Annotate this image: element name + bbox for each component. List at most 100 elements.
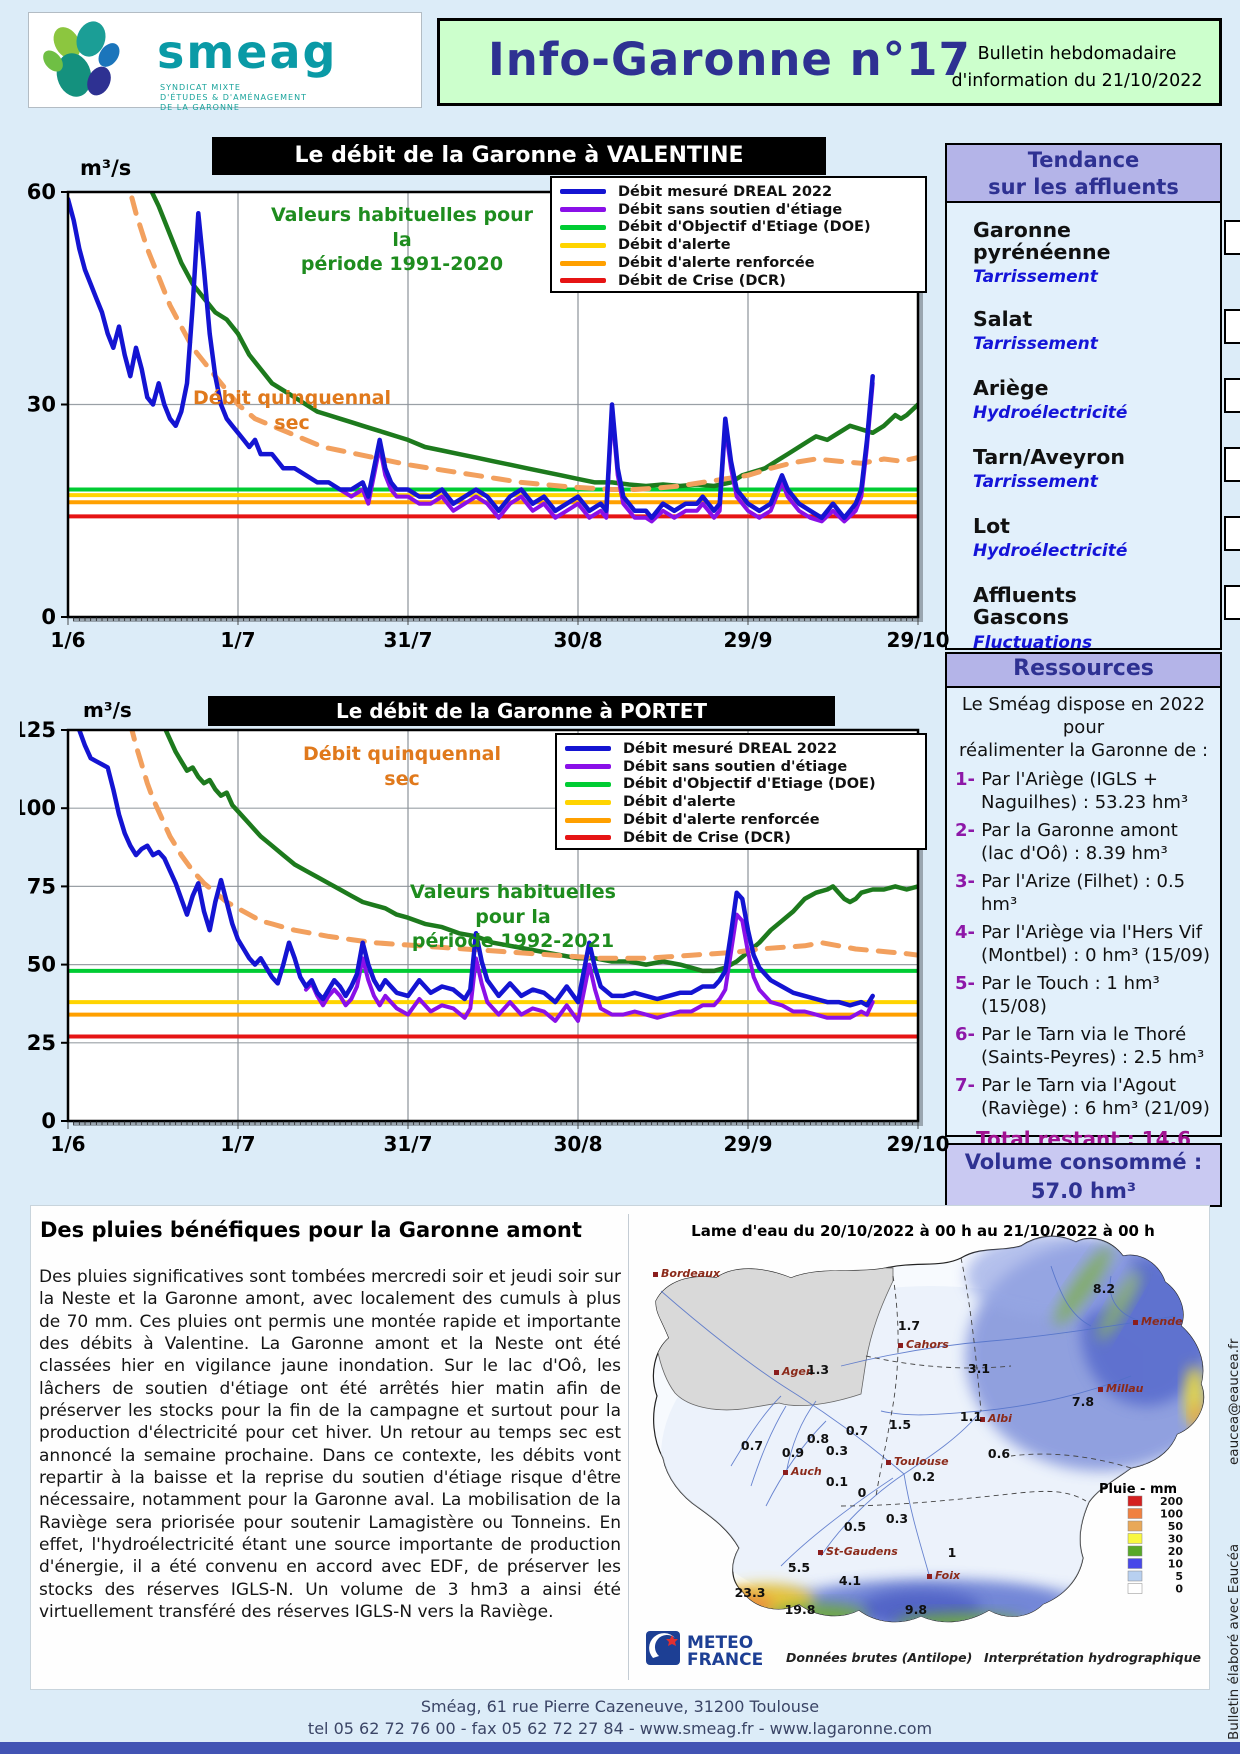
rain-value-label: 0: [858, 1485, 867, 1500]
ressource-item: 1- Par l'Ariège (IGLS + Naguilhes) : 53.…: [955, 768, 1212, 814]
legend-swatch: [565, 746, 611, 752]
legend-item: Débit mesuré DREAL 2022: [565, 740, 925, 758]
ressource-item: 2- Par la Garonne amont (lac d'Oô) : 8.3…: [955, 819, 1212, 865]
x-tick-label: 1/6: [50, 628, 85, 652]
rain-value-label: 0.3: [886, 1511, 908, 1526]
meteo-france-logo: METEO FRANCE: [646, 1631, 763, 1670]
tributary-status: Tarrissement: [973, 267, 1098, 288]
legend-item: Débit sans soutien d'étiage: [565, 758, 925, 776]
subbasin-borders: [840, 1257, 1132, 1507]
legend-item: Débit d'Objectif d'Etiage (DOE): [560, 219, 925, 237]
trend-arrow-button[interactable]: ➔: [1224, 447, 1240, 483]
ressource-item: 4- Par l'Ariège via l'Hers Vif (Montbel)…: [955, 921, 1212, 967]
annotation-line: Valeurs habituelles pour la: [410, 881, 616, 928]
rain-scale-title: Pluie - mm: [1099, 1482, 1177, 1497]
legend-label: Débit sans soutien d'étiage: [623, 758, 848, 775]
city-marker: [927, 1574, 932, 1579]
rain-scale-value: 100: [1160, 1508, 1183, 1521]
tendance-item: Ariège ➔ Hydroélectricité: [973, 377, 1240, 425]
ressources-intro-line1: Le Sméag dispose en 2022 pour: [961, 694, 1206, 738]
legend-swatch: [560, 224, 606, 230]
trend-arrow-button[interactable]: ➔: [1224, 516, 1240, 552]
portet-habitual-annotation: Valeurs habituelles pour la période 1992…: [388, 880, 638, 954]
legend-swatch: [565, 817, 611, 823]
city-label: St-Gaudens: [826, 1545, 898, 1558]
rain-value-label: 1.5: [889, 1417, 911, 1432]
annotation-line: Débit quinquennal: [192, 387, 392, 409]
legend-swatch: [565, 835, 611, 841]
rain-scale-swatch: [1127, 1508, 1143, 1519]
city-marker: [980, 1417, 985, 1422]
map-credit-right: Interprétation hydrographique: [984, 1650, 1201, 1665]
series-habituel: [149, 192, 918, 489]
rain-scale-swatch: [1127, 1520, 1143, 1532]
rain-value-label: 23.3: [735, 1585, 766, 1600]
city-marker: [898, 1343, 903, 1348]
legend-swatch: [565, 781, 611, 787]
trend-arrow-button[interactable]: ➔: [1224, 220, 1240, 255]
y-tick-label: 60: [27, 180, 56, 204]
legend-item: Débit d'alerte: [560, 236, 925, 254]
footer-contacts: tel 05 62 72 76 00 - fax 05 62 72 27 84 …: [307, 1719, 933, 1738]
map-credit-left: Données brutes (Antilope): [786, 1650, 972, 1665]
tributary-status: Hydroélectricité: [973, 403, 1128, 424]
city-label: Cahors: [906, 1338, 949, 1351]
trend-arrow-button[interactable]: ➔: [1224, 585, 1240, 621]
city-marker: [1098, 1387, 1103, 1392]
valentine-habitual-annotation: Valeurs habituelles pour la période 1991…: [262, 203, 542, 277]
trend-arrow-button[interactable]: ➔: [1224, 378, 1240, 414]
legend-label: Débit d'Objectif d'Etiage (DOE): [618, 219, 871, 236]
legend-item: Débit sans soutien d'étiage: [560, 201, 925, 219]
ressource-item: 7- Par le Tarn via l'Agout (Raviège) : 6…: [955, 1074, 1212, 1120]
map-labels: Bordeaux Cahors Agen Auch Toulouse Albi St-Gau…: [653, 1267, 1183, 1617]
tendance-items: Garonne pyrénéenne➔TarrissementSalat➔Tar…: [947, 203, 1240, 653]
brand-caption-line: SYNDICAT MIXTE: [160, 83, 241, 92]
tributary-status: Fluctuations: [973, 632, 1093, 653]
legend-item: Débit d'Objectif d'Etiage (DOE): [565, 776, 925, 794]
ressource-number: 4-: [955, 921, 982, 943]
x-tick-label: 29/10: [887, 1132, 950, 1156]
rain-value-label: 9.8: [905, 1602, 927, 1617]
bulletin-title: Info-Garonne n°17: [488, 33, 971, 86]
city-label: Bordeaux: [661, 1267, 721, 1280]
rain-value-label: 0.5: [844, 1519, 866, 1534]
rain-value-label: 0.7: [741, 1438, 763, 1453]
ressource-text: Par le Tarn via le Thoré (Saints-Peyres)…: [981, 1023, 1205, 1068]
smeag-logo: smeag SYNDICAT MIXTE D'ÉTUDES & D'AMÉNAG…: [28, 12, 422, 112]
ressources-list: 1- Par l'Ariège (IGLS + Naguilhes) : 53.…: [955, 768, 1212, 1120]
city-label: Albi: [987, 1412, 1012, 1425]
tendance-item: Garonne pyrénéenne ➔ Tarrissement: [973, 219, 1240, 288]
eaucea-email-vertical: eaucea@eaucea.fr: [1226, 1338, 1240, 1465]
rain-scale-value: 30: [1168, 1533, 1184, 1546]
city-label: Auch: [790, 1465, 822, 1478]
volume-value: 57.0 hm³: [1030, 1178, 1137, 1203]
legend-label: Débit de Crise (DCR): [618, 272, 786, 289]
x-tick-label: 29/9: [723, 628, 772, 652]
y-tick-label: 0: [41, 605, 56, 629]
valentine-flow-chart: 0 30 60 1/6 1/7 31/7 30/8 29/9 29/10: [27, 180, 950, 652]
tributary-status: Hydroélectricité: [973, 541, 1128, 562]
tendance-title-line1: Tendance: [1027, 148, 1140, 172]
tendance-item: Salat ➔ Tarrissement: [973, 308, 1240, 356]
ressource-text: Par l'Arize (Filhet) : 0.5 hm³: [981, 870, 1186, 915]
legend-swatch: [560, 242, 606, 248]
valentine-y-unit: m³/s: [80, 156, 132, 180]
tributary-name: Tarn/Aveyron: [973, 445, 1125, 470]
rain-value-label: 0.1: [826, 1474, 848, 1489]
x-tick-label: 31/7: [383, 1132, 432, 1156]
legend-label: Débit d'alerte: [618, 237, 731, 254]
footer: Sméag, 61 rue Pierre Cazeneuve, 31200 To…: [0, 1696, 1240, 1740]
series-mesure_2022: [68, 196, 875, 521]
ressources-panel: Ressources Le Sméag dispose en 2022 pour…: [945, 652, 1222, 1175]
x-tick-label: 31/7: [383, 628, 432, 652]
rain-value-label: 0.6: [988, 1446, 1010, 1461]
rain-scale-value: 0: [1175, 1583, 1183, 1596]
trend-arrow-button[interactable]: ➔: [1224, 309, 1240, 345]
bulletin-title-box: Info-Garonne n°17 Bulletin hebdomadaire …: [437, 18, 1222, 106]
rain-value-label: 19.8: [785, 1602, 816, 1617]
rainfall-map: Lame d'eau du 20/10/2022 à 00 h au 21/10…: [646, 1222, 1205, 1670]
annotation-line: période 1991-2020: [300, 253, 504, 276]
tendance-panel: Tendance sur les affluents Garonne pyrén…: [945, 143, 1240, 653]
rain-scale-value: 20: [1168, 1545, 1184, 1558]
chart-legend: Débit mesuré DREAL 2022 Débit sans soutie…: [550, 176, 927, 293]
